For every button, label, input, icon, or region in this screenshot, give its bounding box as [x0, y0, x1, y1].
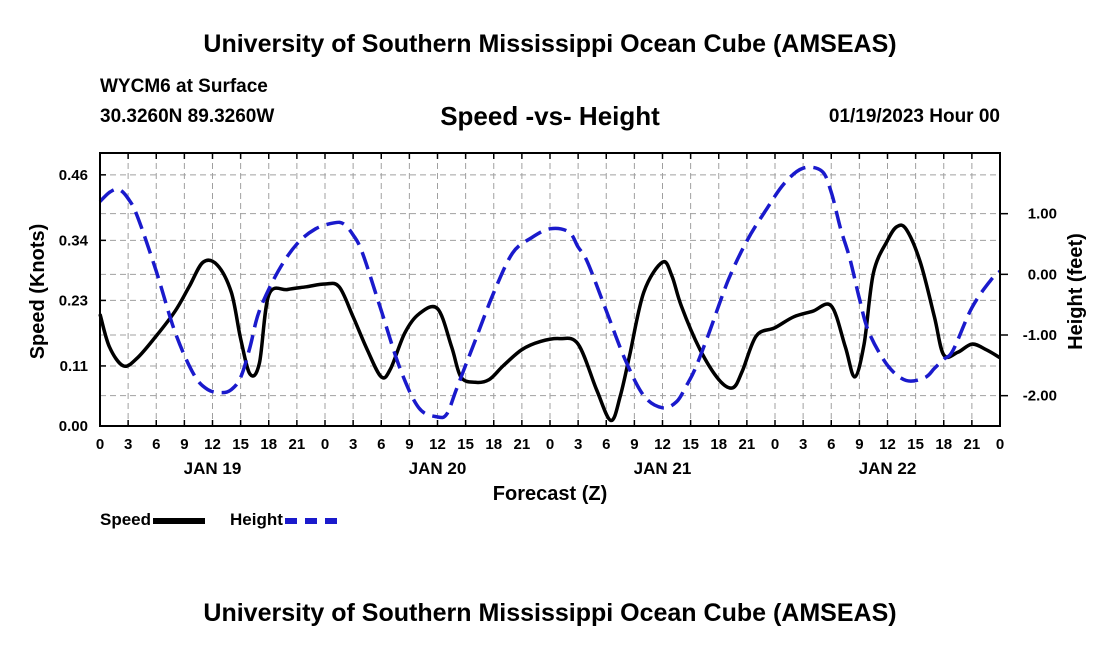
- x-tick-label: 15: [907, 436, 924, 453]
- date-label: JAN 22: [859, 459, 917, 478]
- y2-axis-title: Height (feet): [1065, 233, 1087, 350]
- date-label: JAN 20: [409, 459, 467, 478]
- series-line-height: [98, 165, 1002, 420]
- x-tick-label: 21: [964, 436, 981, 453]
- x-tick-label: 18: [935, 436, 952, 453]
- x-tick-label: 12: [654, 436, 671, 453]
- x-tick-label: 18: [260, 436, 277, 453]
- y-tick-label: 0.34: [59, 232, 89, 249]
- x-tick-label: 6: [377, 436, 385, 453]
- x-axis-title: Forecast (Z): [493, 483, 607, 505]
- x-tick-label: 15: [457, 436, 474, 453]
- legend-speed: Speed: [100, 510, 206, 530]
- x-tick-label: 21: [289, 436, 306, 453]
- x-tick-label: 18: [485, 436, 502, 453]
- legend-height-label: Height: [230, 510, 283, 529]
- x-tick-label: 9: [630, 436, 638, 453]
- x-tick-label: 12: [879, 436, 896, 453]
- x-tick-label: 0: [771, 436, 779, 453]
- x-tick-label: 3: [574, 436, 582, 453]
- x-tick-label: 12: [429, 436, 446, 453]
- x-tick-label: 0: [996, 436, 1004, 453]
- legend-height: Height: [230, 510, 337, 530]
- legend-speed-swatch: [153, 517, 206, 524]
- x-tick-label: 3: [349, 436, 357, 453]
- x-tick-label: 18: [710, 436, 727, 453]
- x-tick-label: 9: [180, 436, 188, 453]
- station-label: WYCM6 at Surface: [100, 76, 268, 97]
- x-tick-label: 3: [799, 436, 807, 453]
- date-label: JAN 21: [634, 459, 692, 478]
- y2-tick-label: 0.00: [1028, 266, 1057, 283]
- x-tick-label: 9: [855, 436, 863, 453]
- x-tick-label: 3: [124, 436, 132, 453]
- y-tick-label: 0.46: [59, 167, 88, 184]
- x-tick-label: 12: [204, 436, 221, 453]
- y2-tick-label: 1.00: [1028, 206, 1057, 223]
- y-axis-title: Speed (Knots): [27, 224, 49, 360]
- x-tick-label: 15: [682, 436, 699, 453]
- x-tick-label: 0: [321, 436, 329, 453]
- x-tick-label: 0: [546, 436, 554, 453]
- page-title: University of Southern Mississippi Ocean…: [203, 30, 897, 58]
- y2-tick-label: -2.00: [1023, 388, 1057, 405]
- x-tick-label: 15: [232, 436, 249, 453]
- y-tick-label: 0.11: [60, 358, 88, 375]
- y-tick-label: 0.00: [59, 418, 88, 435]
- legend-speed-label: Speed: [100, 510, 152, 529]
- y2-tick-label: -1.00: [1023, 327, 1057, 344]
- y-tick-label: 0.23: [59, 292, 88, 309]
- x-tick-label: 21: [514, 436, 531, 453]
- x-tick-label: 6: [152, 436, 160, 453]
- chart-title: Speed -vs- Height: [440, 101, 660, 131]
- x-tick-label: 21: [739, 436, 756, 453]
- date-label: 01/19/2023 Hour 00: [828, 106, 1000, 127]
- legend-height-swatch: [284, 517, 337, 524]
- x-tick-label: 9: [405, 436, 413, 453]
- date-label: JAN 19: [184, 459, 242, 478]
- footer-title: University of Southern Mississippi Ocean…: [203, 599, 897, 627]
- x-tick-label: 6: [827, 436, 835, 453]
- location-label: 30.3260N 89.3260W: [100, 106, 275, 127]
- x-tick-label: 0: [96, 436, 104, 453]
- x-tick-label: 6: [602, 436, 610, 453]
